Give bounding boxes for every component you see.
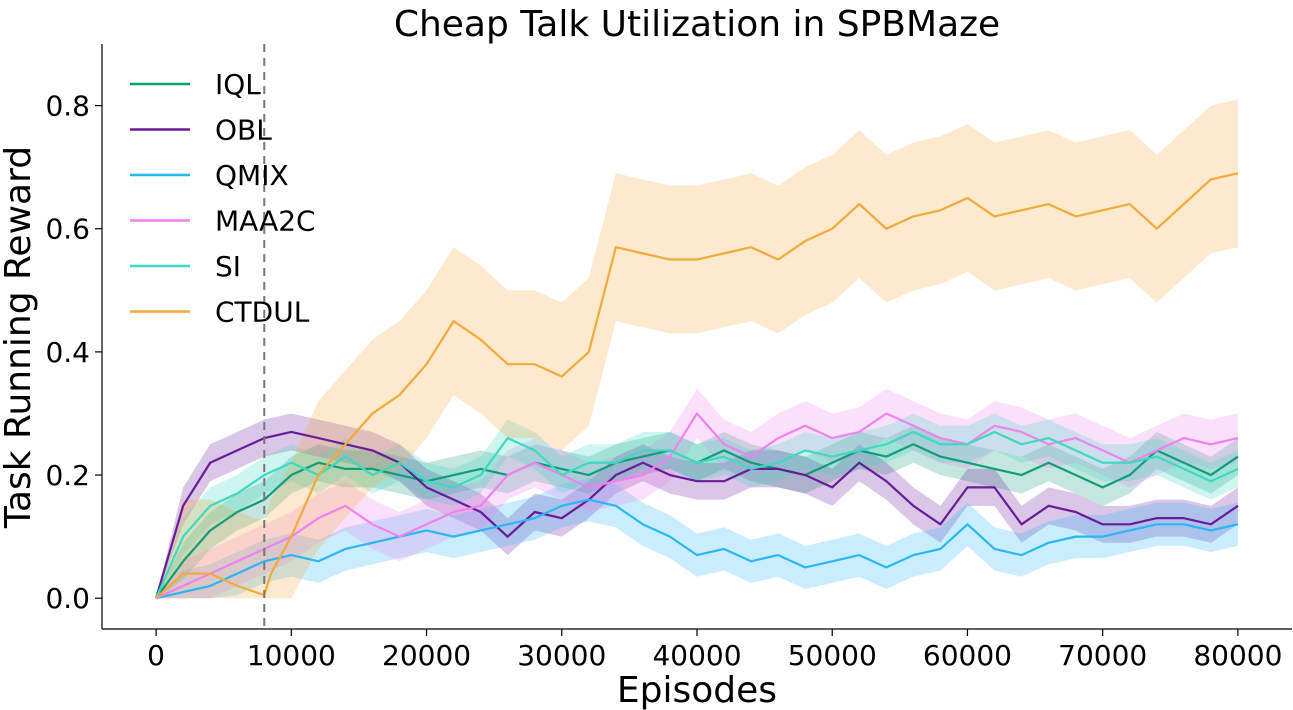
series-lines	[155, 172, 1239, 600]
x-axis-label: Episodes	[617, 670, 777, 710]
x-tick-label: 0	[147, 639, 165, 672]
x-tick-label: 60000	[923, 639, 1012, 672]
legend: IQL OBL QMIX MAA2C SI CTDUL	[130, 68, 316, 329]
band-si	[156, 413, 1238, 599]
x-tick-label: 80000	[1193, 639, 1282, 672]
line-si	[155, 430, 1239, 599]
band-obl	[156, 413, 1238, 599]
x-tick-label: 20000	[382, 639, 471, 672]
band-iql	[156, 425, 1238, 599]
x-tick-label: 40000	[652, 639, 741, 672]
y-tick-label: 0.4	[45, 336, 90, 369]
chart-title: Cheap Talk Utilization in SPBMaze	[394, 4, 1000, 45]
y-ticks: 0.0 0.2 0.4 0.6 0.8	[45, 90, 102, 615]
y-tick-label: 0.2	[45, 459, 90, 492]
legend-label-ctdul: CTDUL	[215, 296, 310, 329]
x-tick-label: 30000	[517, 639, 606, 672]
x-ticks: 0 10000 20000 30000 40000 50000 60000 70000 8000…	[147, 629, 1282, 672]
band-qmix	[156, 478, 1238, 599]
legend-label-iql: IQL	[215, 68, 261, 101]
y-tick-label: 0.0	[45, 582, 90, 615]
confidence-bands	[156, 99, 1238, 599]
band-ctdul	[156, 99, 1238, 599]
line-ctdul	[155, 172, 1239, 600]
legend-label-qmix: QMIX	[215, 159, 289, 192]
y-axis-label: Task Running Reward	[0, 146, 39, 529]
legend-label-maa2c: MAA2C	[215, 205, 316, 238]
line-qmix	[155, 498, 1239, 600]
x-tick-label: 10000	[247, 639, 336, 672]
legend-label-obl: OBL	[215, 114, 272, 147]
line-obl	[155, 430, 1239, 599]
y-tick-label: 0.8	[45, 90, 90, 123]
x-tick-label: 70000	[1058, 639, 1147, 672]
legend-label-si: SI	[215, 250, 241, 283]
band-maa2c	[156, 388, 1238, 599]
y-tick-label: 0.6	[45, 213, 90, 246]
x-tick-label: 50000	[788, 639, 877, 672]
